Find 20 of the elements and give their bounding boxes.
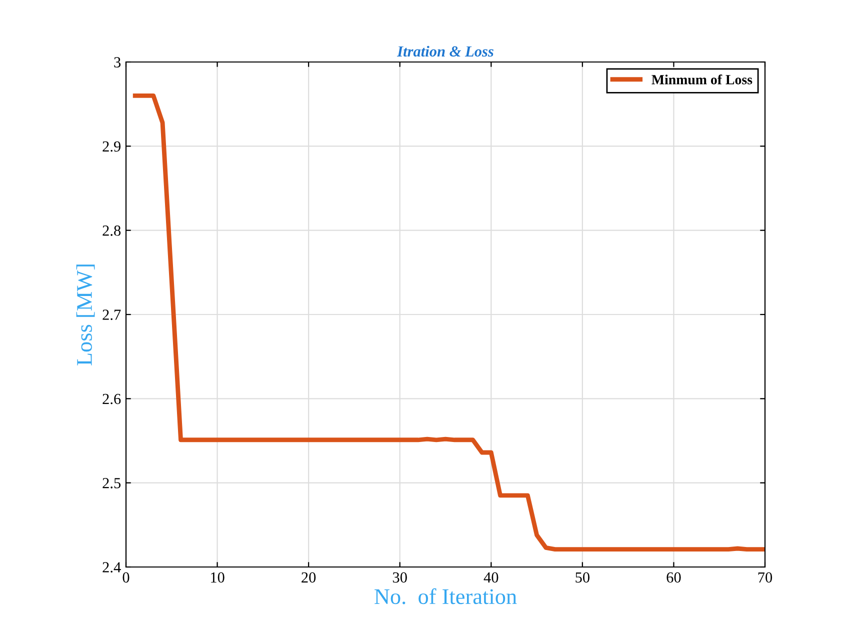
legend-label: Minmum of Loss (652, 74, 752, 84)
y-tick-label: 2.9 (102, 141, 121, 152)
x-tick-label: 10 (210, 572, 224, 583)
x-tick-label: 50 (576, 572, 590, 583)
y-tick-label: 3 (114, 57, 121, 68)
y-tick-label: 2.8 (102, 225, 121, 236)
x-tick-label: 20 (302, 572, 316, 583)
x-tick-label: 0 (122, 572, 130, 583)
y-tick-label: 2.5 (102, 478, 121, 488)
y-tick-label: 2.6 (102, 394, 121, 404)
y-axis-title: Loss [MW] (76, 264, 95, 366)
x-tick-label: 30 (392, 572, 407, 583)
y-tick-label: 2.4 (102, 562, 121, 573)
x-tick-label: 60 (666, 572, 681, 583)
chart-title: Itration & Loss (396, 46, 494, 57)
line-series (132, 93, 765, 552)
x-tick-label: 40 (484, 572, 498, 583)
x-axis-title: No. of Iteration (374, 588, 517, 604)
x-tick-label: 70 (758, 572, 772, 583)
y-tick-label: 2.7 (102, 310, 121, 320)
